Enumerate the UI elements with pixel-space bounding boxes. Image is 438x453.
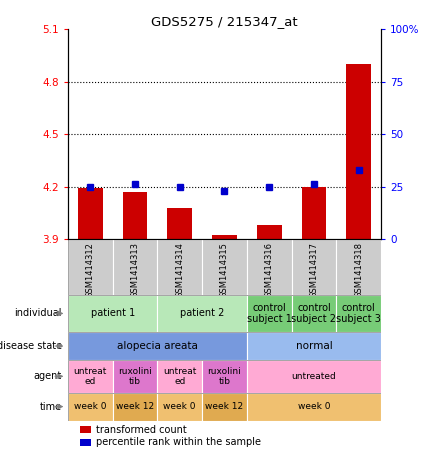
Text: GSM1414317: GSM1414317: [310, 242, 318, 298]
Bar: [81, 426, 92, 433]
Text: patient 2: patient 2: [180, 308, 224, 318]
Bar: [336, 295, 381, 332]
Title: GDS5275 / 215347_at: GDS5275 / 215347_at: [151, 15, 298, 28]
Bar: [157, 295, 247, 332]
Bar: [68, 393, 113, 420]
Bar: [292, 239, 336, 295]
Bar: [247, 239, 292, 295]
Bar: [68, 295, 157, 332]
Bar: [202, 239, 247, 295]
Text: GSM1414312: GSM1414312: [86, 242, 95, 298]
Text: control
subject 3: control subject 3: [336, 303, 381, 324]
Bar: [257, 225, 282, 239]
Bar: [336, 239, 381, 295]
Bar: [247, 360, 381, 393]
Bar: [68, 239, 113, 295]
Bar: [247, 332, 381, 360]
Text: individual: individual: [14, 308, 62, 318]
Bar: [302, 187, 326, 239]
Text: time: time: [39, 401, 62, 412]
Text: GSM1414318: GSM1414318: [354, 242, 363, 298]
Bar: [157, 239, 202, 295]
Text: alopecia areata: alopecia areata: [117, 341, 198, 351]
Text: untreat
ed: untreat ed: [74, 366, 107, 386]
Bar: [202, 360, 247, 393]
Text: ruxolini
tib: ruxolini tib: [208, 366, 241, 386]
Bar: [167, 207, 192, 239]
Bar: [346, 64, 371, 239]
Text: untreated: untreated: [292, 372, 336, 381]
Text: agent: agent: [33, 371, 62, 381]
Bar: [157, 393, 202, 420]
Bar: [212, 236, 237, 239]
Text: control
subject 1: control subject 1: [247, 303, 292, 324]
Bar: [247, 295, 292, 332]
Bar: [68, 360, 113, 393]
Bar: [157, 360, 202, 393]
Bar: [123, 192, 147, 239]
Text: GSM1414313: GSM1414313: [131, 242, 139, 298]
Text: GSM1414315: GSM1414315: [220, 242, 229, 298]
Text: disease state: disease state: [0, 341, 62, 351]
Text: week 12: week 12: [116, 402, 154, 411]
Text: untreat
ed: untreat ed: [163, 366, 196, 386]
Text: week 0: week 0: [298, 402, 330, 411]
Bar: [113, 239, 157, 295]
Bar: [247, 393, 381, 420]
Bar: [81, 439, 92, 446]
Text: normal: normal: [296, 341, 332, 351]
Bar: [292, 295, 336, 332]
Bar: [202, 393, 247, 420]
Bar: [113, 393, 157, 420]
Text: patient 1: patient 1: [91, 308, 135, 318]
Bar: [78, 188, 102, 239]
Text: transformed count: transformed count: [96, 425, 187, 435]
Bar: [113, 360, 157, 393]
Text: control
subject 2: control subject 2: [291, 303, 336, 324]
Text: ruxolini
tib: ruxolini tib: [118, 366, 152, 386]
Text: week 0: week 0: [74, 402, 106, 411]
Text: GSM1414316: GSM1414316: [265, 242, 274, 298]
Text: percentile rank within the sample: percentile rank within the sample: [96, 437, 261, 447]
Text: week 0: week 0: [163, 402, 196, 411]
Bar: [68, 332, 247, 360]
Text: GSM1414314: GSM1414314: [175, 242, 184, 298]
Text: week 12: week 12: [205, 402, 244, 411]
